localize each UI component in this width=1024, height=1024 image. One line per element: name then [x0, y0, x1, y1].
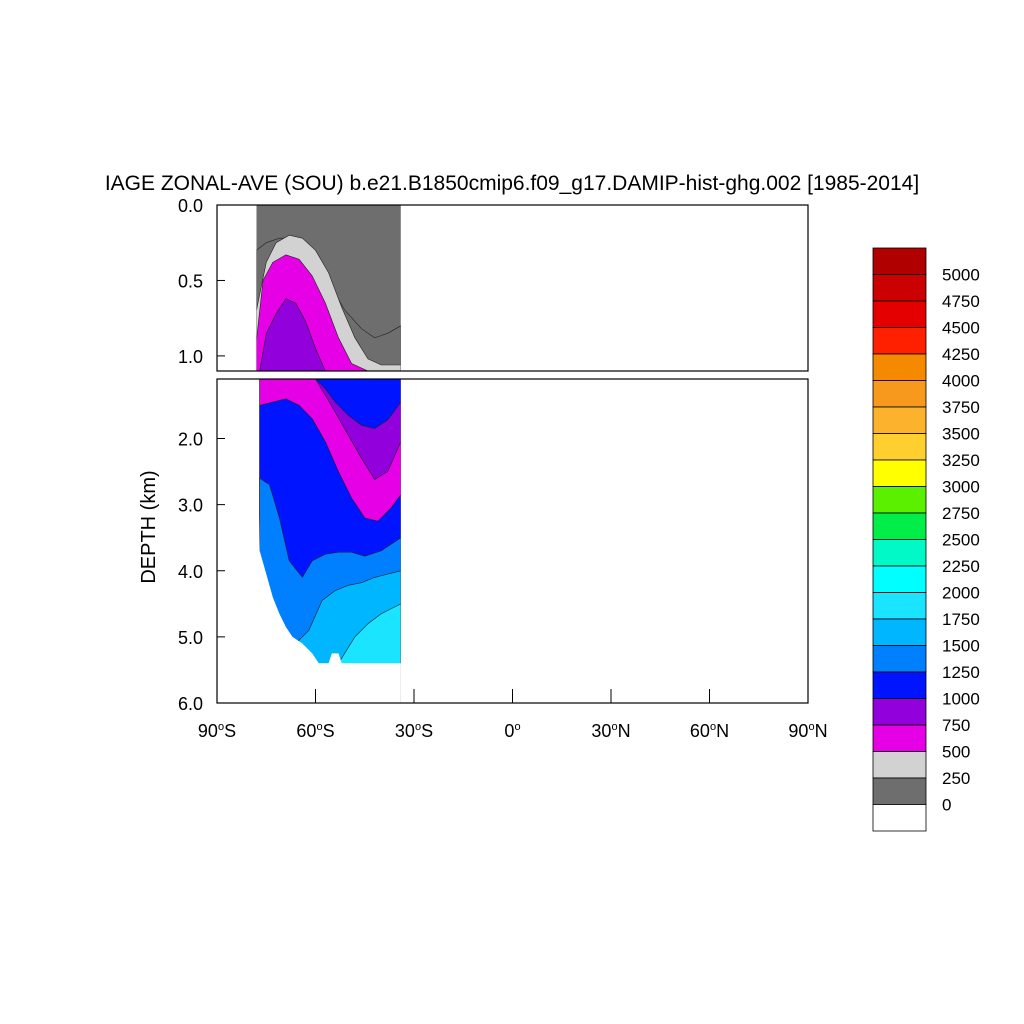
colorbar-swatch-18 [872, 724, 927, 752]
lower-y-tick-label-3: 5.0 [178, 628, 203, 648]
colorbar-swatch-7 [872, 433, 927, 461]
colorbar-swatch-11 [872, 539, 927, 567]
colorbar-label-7: 3250 [942, 451, 980, 470]
colorbar-swatch-17 [872, 698, 927, 726]
colorbar-label-2: 4500 [942, 319, 980, 338]
colorbar-label-9: 2750 [942, 504, 980, 523]
colorbar-swatch-13 [872, 592, 927, 620]
upper-contour-3 [259, 298, 402, 371]
lower-y-tick-label-4: 6.0 [178, 694, 203, 714]
colorbar-swatch-9 [872, 486, 927, 514]
upper-panel-frame [216, 204, 809, 372]
colorbar-swatch-10 [872, 512, 927, 540]
lower-land-east [400, 379, 808, 703]
colorbar-label-4: 4000 [942, 372, 980, 391]
x-tick-label-1: 60oS [296, 721, 334, 741]
colorbar-label-19: 250 [942, 769, 970, 788]
colorbar-swatch-21 [872, 804, 927, 832]
x-tick-label-5: 60oN [690, 721, 729, 741]
lower-panel-fill [217, 379, 808, 703]
colorbar-label-12: 2000 [942, 584, 980, 603]
x-tick-label-4: 30oN [591, 721, 630, 741]
colorbar-swatch-19 [872, 751, 927, 779]
colorbar-swatch-5 [872, 380, 927, 408]
x-tick-label-3: 0o [504, 721, 520, 741]
colorbar-label-17: 750 [942, 716, 970, 735]
y-axis-label: DEPTH (km) [138, 470, 160, 583]
colorbar-swatch-3 [872, 327, 927, 355]
seafloor-mask [256, 379, 401, 703]
colorbar-swatch-1 [872, 274, 927, 302]
colorbar-label-18: 500 [942, 743, 970, 762]
upper-land-west [217, 205, 257, 371]
upper-y-tick-label-2: 1.0 [178, 347, 203, 367]
x-tick-label-0: 90oS [198, 721, 236, 741]
lower-land-west [217, 379, 257, 703]
x-tick-label-6: 90oN [788, 721, 827, 741]
colorbar: 5000475045004250400037503500325030002750… [872, 247, 980, 832]
colorbar-label-11: 2250 [942, 557, 980, 576]
colorbar-label-5: 3750 [942, 398, 980, 417]
lower-y-tick-label-1: 3.0 [178, 496, 203, 516]
colorbar-label-3: 4250 [942, 345, 980, 364]
colorbar-swatch-2 [872, 300, 927, 328]
lower-y-tick-label-2: 4.0 [178, 562, 203, 582]
colorbar-label-1: 4750 [942, 292, 980, 311]
colorbar-swatch-12 [872, 565, 927, 593]
colorbar-swatch-20 [872, 777, 927, 805]
upper-land-east [400, 205, 808, 371]
colorbar-swatch-8 [872, 459, 927, 487]
colorbar-label-6: 3500 [942, 425, 980, 444]
colorbar-label-20: 0 [942, 796, 951, 815]
colorbar-swatch-14 [872, 618, 927, 646]
colorbar-label-8: 3000 [942, 478, 980, 497]
x-tick-label-2: 30oS [395, 721, 433, 741]
colorbar-swatch-16 [872, 671, 927, 699]
x-axis: 90oS 60oS 30oS 0o 30oN 60oN 90oN [198, 689, 828, 741]
colorbar-label-14: 1500 [942, 637, 980, 656]
upper-panel-fill [217, 205, 808, 371]
upper-y-tick-label-1: 0.5 [178, 271, 203, 291]
colorbar-label-10: 2500 [942, 531, 980, 550]
upper-y-tick-label-0: 0.0 [178, 196, 203, 216]
chart-title: IAGE ZONAL-AVE (SOU) b.e21.B1850cmip6.f0… [105, 172, 919, 195]
upper-contour-4 [259, 370, 402, 371]
y-axis: 0.0 0.5 1.0 2.0 3.0 4.0 5.0 6.0 [178, 196, 225, 714]
colorbar-label-16: 1000 [942, 690, 980, 709]
colorbar-label-15: 1250 [942, 663, 980, 682]
colorbar-label-0: 5000 [942, 266, 980, 285]
colorbar-swatch-6 [872, 406, 927, 434]
colorbar-label-13: 1750 [942, 610, 980, 629]
colorbar-swatch-0 [872, 247, 927, 275]
colorbar-swatch-4 [872, 353, 927, 381]
lower-y-tick-label-0: 2.0 [178, 430, 203, 450]
colorbar-swatch-15 [872, 645, 927, 673]
